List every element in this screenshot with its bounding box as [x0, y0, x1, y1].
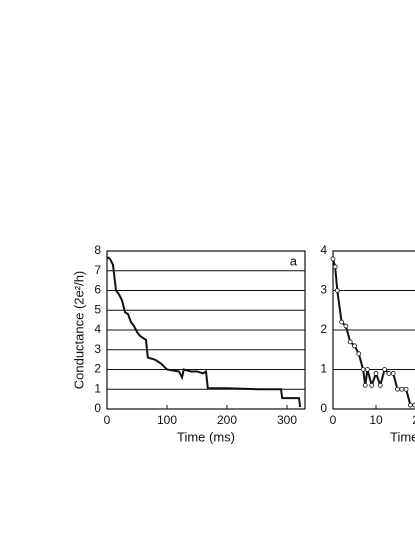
y-tick-label: 0	[320, 401, 327, 415]
data-point	[334, 288, 340, 293]
plot-frame	[106, 250, 306, 410]
x-tick-label: 200	[217, 413, 237, 427]
y-tick-label: 1	[320, 362, 327, 376]
data-point	[362, 382, 368, 388]
data-point	[377, 382, 383, 388]
plot-frame	[332, 250, 415, 410]
y-tick-label: 7	[94, 263, 101, 277]
data-point	[352, 343, 357, 349]
data-point	[360, 367, 366, 372]
panel-label: a	[290, 253, 298, 268]
y-tick-label: 3	[94, 342, 101, 356]
x-axis-label: Time (ms)	[390, 429, 415, 444]
y-axis-label: Conductance (2e²/h)	[71, 271, 86, 390]
data-line	[332, 258, 415, 407]
y-tick-label: 8	[94, 243, 101, 257]
y-tick-label: 2	[94, 362, 101, 376]
data-point	[382, 367, 388, 372]
data-line	[106, 256, 302, 408]
data-point	[403, 386, 409, 392]
data-point	[399, 386, 405, 392]
data-point	[332, 264, 338, 270]
data-point	[373, 371, 379, 376]
x-tick-label: 100	[157, 413, 177, 427]
x-axis-label: Time (ms)	[177, 429, 235, 444]
x-tick-label: 300	[277, 413, 297, 427]
y-tick-label: 2	[320, 322, 327, 336]
data-point	[330, 256, 336, 262]
data-point	[347, 339, 353, 345]
data-point	[356, 351, 362, 357]
y-tick-label: 3	[320, 283, 327, 297]
y-tick-label: 1	[94, 381, 101, 395]
x-tick-label: 0	[330, 413, 337, 427]
y-tick-label: 6	[94, 283, 101, 297]
y-tick-label: 5	[94, 302, 101, 316]
y-tick-label: 4	[94, 322, 101, 336]
x-tick-label: 20	[412, 413, 415, 427]
x-tick-label: 0	[104, 413, 111, 427]
data-point	[369, 382, 375, 388]
data-point	[407, 402, 413, 408]
data-point	[339, 319, 345, 325]
y-tick-label: 0	[94, 401, 101, 415]
x-tick-label: 10	[369, 413, 383, 427]
data-point	[343, 323, 349, 329]
y-tick-label: 4	[320, 243, 327, 257]
data-point	[386, 371, 392, 376]
data-point	[390, 371, 396, 376]
data-point	[364, 367, 370, 372]
data-point	[395, 386, 400, 392]
